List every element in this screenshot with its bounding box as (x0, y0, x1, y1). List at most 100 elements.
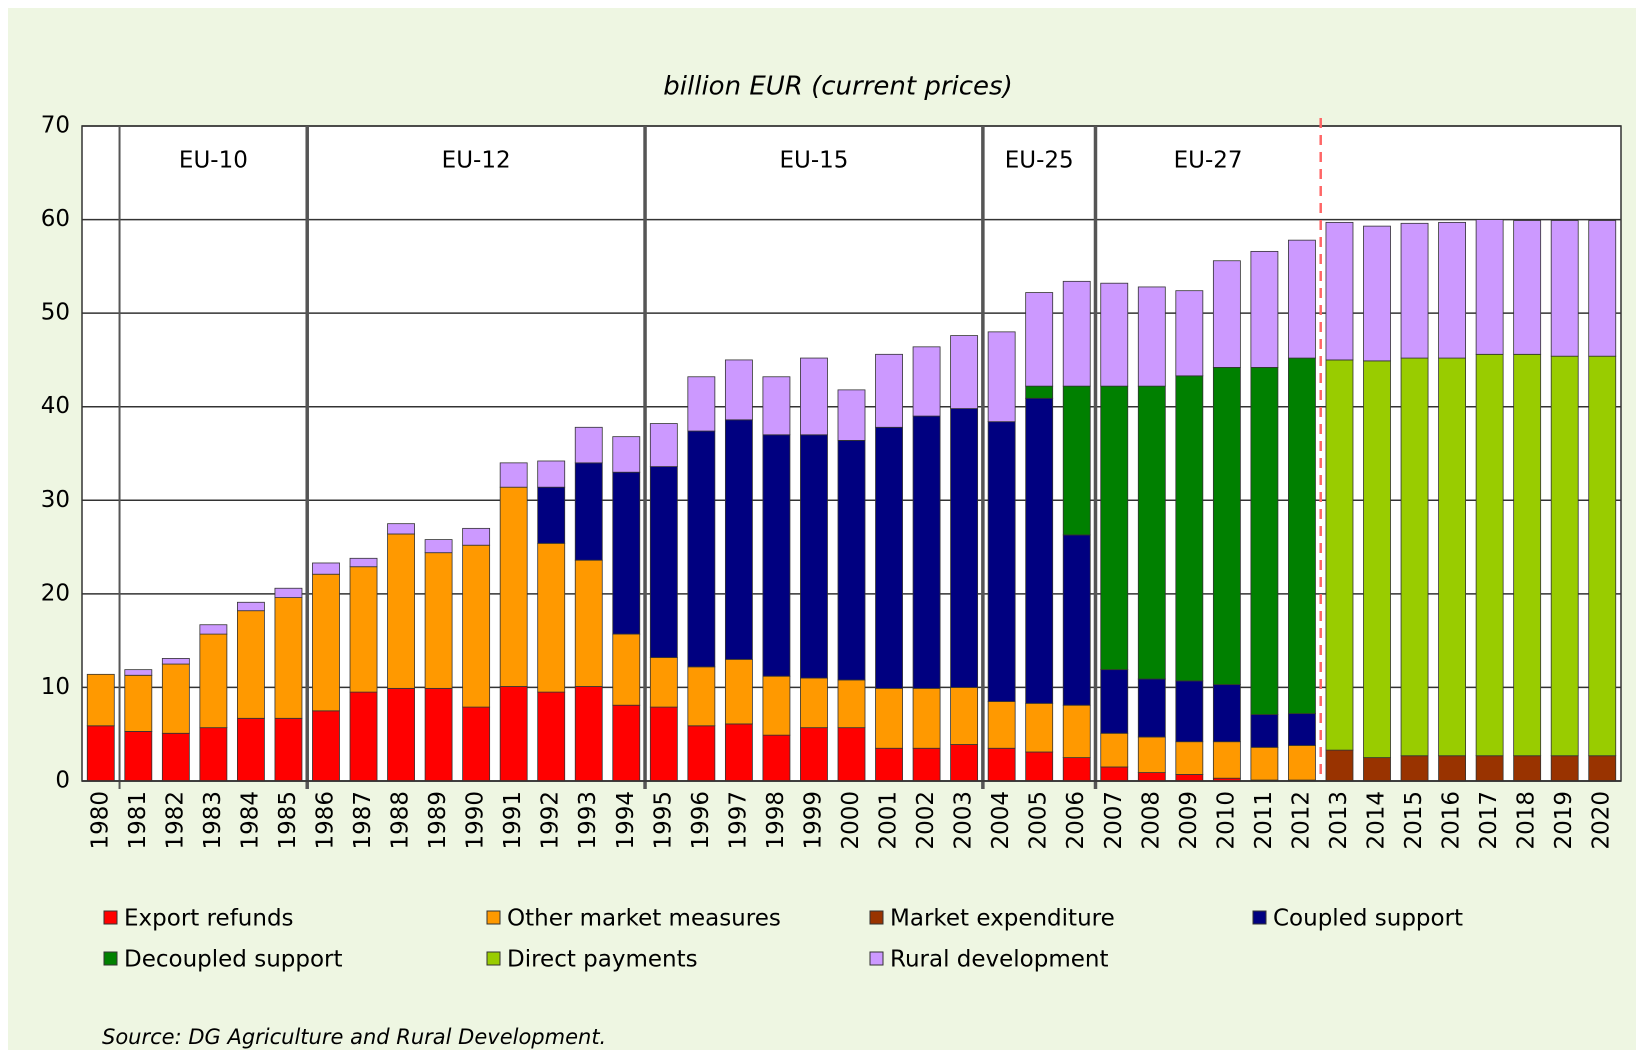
bar-segment (1175, 375, 1204, 682)
bar-segment (387, 687, 415, 782)
bar-segment (1400, 357, 1429, 757)
legend-swatch (486, 910, 501, 925)
x-tick-label: 1998 (763, 791, 789, 850)
x-tick-label: 1993 (575, 791, 601, 850)
bar-segment (1550, 220, 1579, 357)
source-note: Source: DG Agriculture and Rural Develop… (102, 1025, 606, 1049)
x-tick-label: 1988 (388, 791, 414, 850)
y-tick-label: 70 (41, 113, 70, 139)
legend-swatch (869, 910, 884, 925)
bar-segment (912, 346, 941, 417)
bar-segment (612, 436, 641, 473)
bar-segment (312, 562, 340, 575)
bar-segment (687, 666, 716, 727)
x-tick-label: 1983 (200, 791, 226, 850)
x-tick-label: 1989 (425, 791, 451, 850)
bar-segment (574, 559, 603, 687)
x-tick-label: 1987 (350, 791, 376, 850)
bar-segment (274, 597, 303, 719)
bar-segment (724, 359, 753, 421)
bar-segment (1325, 359, 1354, 751)
bar-segment (1550, 755, 1579, 782)
bar-segment (1588, 355, 1617, 757)
bar-segment (1175, 741, 1204, 775)
bar-segment (875, 747, 903, 782)
bar-segment (875, 426, 903, 689)
bar-segment (762, 675, 791, 736)
legend-swatch (103, 910, 118, 925)
bar-segment (950, 408, 979, 688)
bar-segment (1175, 774, 1204, 782)
x-tick-label: 2008 (1138, 791, 1164, 850)
bar-segment (574, 426, 603, 464)
bar-segment (875, 353, 903, 428)
bar-segment (1250, 714, 1279, 748)
bar-segment (1137, 286, 1166, 387)
bar-segment (1288, 745, 1316, 781)
bar-segment (1475, 353, 1504, 757)
bar-segment (950, 744, 979, 782)
bar-segment (837, 679, 866, 729)
bar-segment (1250, 746, 1279, 781)
bar-segment (1100, 282, 1129, 387)
bar-segment (912, 415, 941, 689)
x-tick-label: 1997 (725, 791, 751, 850)
bar-segment (499, 686, 528, 782)
bar-segment (1550, 355, 1579, 757)
legend-swatch (486, 951, 501, 966)
bar-segment (1438, 221, 1466, 359)
bar-segment (649, 706, 678, 782)
x-tick-label: 2009 (1176, 791, 1202, 850)
bar-segment (1175, 290, 1204, 377)
bar-segment (762, 734, 791, 782)
legend-swatch (869, 951, 884, 966)
bar-segment (987, 421, 1016, 702)
bar-segment (612, 633, 641, 706)
y-tick-label: 10 (41, 674, 70, 700)
bar-segment (837, 727, 866, 782)
bar-segment (1100, 766, 1129, 782)
bar-segment (424, 539, 453, 554)
x-tick-label: 1981 (125, 791, 151, 850)
period-label: EU-15 (779, 148, 848, 174)
bar-segment (1100, 385, 1129, 671)
y-tick-label: 30 (41, 487, 70, 513)
period-label: EU-12 (442, 148, 511, 174)
x-tick-label: 2006 (1063, 791, 1089, 850)
bar-segment (199, 727, 228, 782)
period-label: EU-27 (1174, 148, 1243, 174)
bar-segment (762, 434, 791, 677)
bar-segment (1513, 755, 1542, 782)
period-label: EU-25 (1005, 148, 1074, 174)
x-tick-label: 1992 (538, 791, 564, 850)
bar-segment (649, 657, 678, 708)
bar-segment (499, 462, 528, 488)
x-tick-label: 1990 (463, 791, 489, 850)
x-tick-label: 1996 (688, 791, 714, 850)
bar-segment (1288, 713, 1316, 746)
legend-label: Direct payments (507, 947, 698, 973)
bar-segment (1363, 360, 1391, 759)
bar-segment (537, 460, 566, 488)
bar-segment (724, 419, 753, 660)
bar-segment (800, 357, 828, 436)
bar-segment (86, 725, 115, 782)
bar-segment (1062, 534, 1091, 706)
bar-segment (1588, 220, 1617, 357)
bar-segment (1475, 219, 1504, 355)
bar-segment (199, 633, 228, 729)
bar-segment (1588, 755, 1617, 782)
y-tick-label: 40 (41, 393, 70, 419)
x-tick-label: 2017 (1476, 791, 1502, 850)
bar-segment (124, 674, 153, 732)
bar-segment (462, 527, 491, 546)
x-tick-label: 2020 (1589, 791, 1615, 850)
legend-label: Coupled support (1273, 906, 1463, 932)
chart-title: billion EUR (current prices) (663, 72, 1012, 102)
bar-segment (687, 725, 716, 782)
x-tick-label: 2014 (1364, 791, 1390, 850)
bar-segment (950, 687, 979, 745)
bar-segment (1025, 397, 1054, 704)
bar-segment (1025, 385, 1054, 399)
